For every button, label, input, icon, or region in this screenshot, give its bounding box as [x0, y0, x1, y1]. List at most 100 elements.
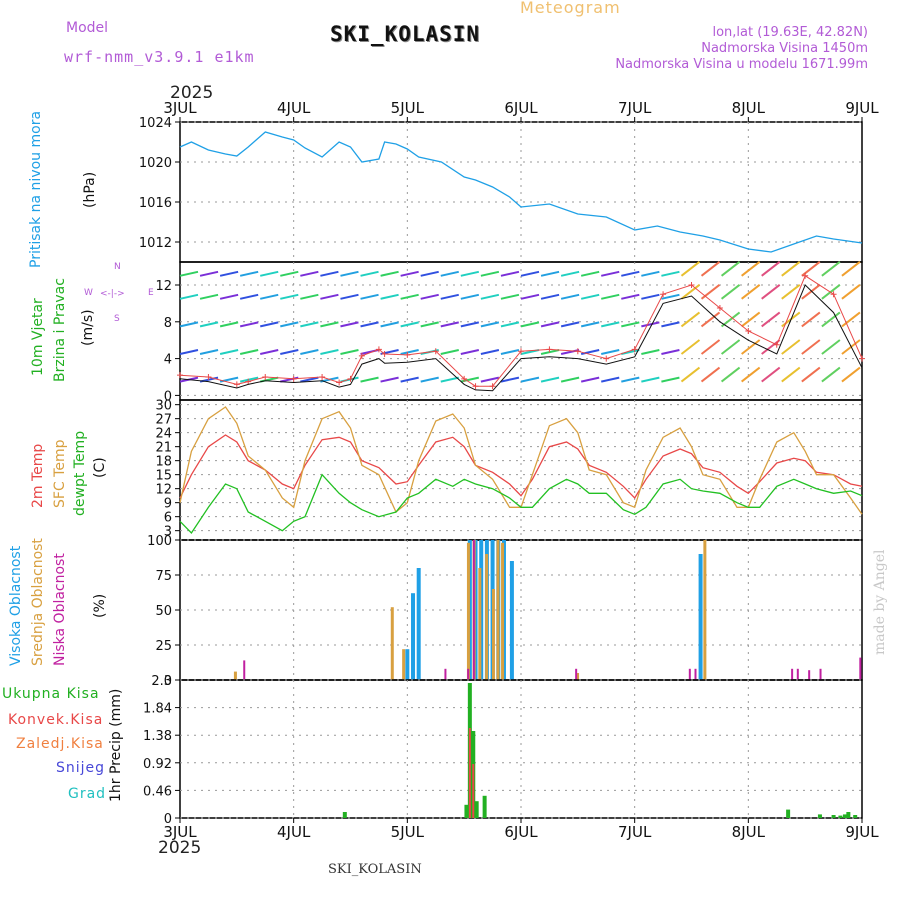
- footer-station: SKI_KOLASIN: [328, 862, 422, 877]
- wind-ytick-label: 0: [164, 389, 172, 404]
- precip-bar: [474, 801, 479, 818]
- temp-ytick-label: 24: [155, 427, 172, 442]
- wind-barb: [580, 321, 600, 328]
- wind-barb: [239, 321, 259, 328]
- wind-barb: [440, 293, 459, 300]
- wind-barb: [420, 293, 439, 300]
- wind-gust-marker: [489, 383, 496, 390]
- wind-barb: [641, 270, 660, 277]
- temp-2m-line: [179, 434, 863, 500]
- wind-gust-marker: [716, 305, 723, 311]
- wind-gust-marker: [603, 355, 610, 362]
- precip-bar: [464, 804, 469, 818]
- model-name: wrf-nmm_v3.9.1 e1km: [64, 48, 255, 66]
- precip-bar: [342, 812, 347, 818]
- precip-ytick-label: 1.84: [143, 702, 172, 717]
- wind-barb: [580, 349, 600, 355]
- wind-barb: [621, 321, 640, 328]
- cloud-bar: [243, 660, 246, 680]
- wind-gust-marker: [375, 346, 382, 353]
- cloud-ytick-label: 0: [164, 674, 172, 689]
- wind-barb: [700, 366, 721, 383]
- wind-barb: [260, 270, 279, 277]
- precip-legend-freezing: Zaledj.Kisa: [16, 736, 104, 752]
- wind-barb: [841, 311, 861, 328]
- wind-barb: [580, 376, 600, 383]
- wind-barb: [520, 376, 540, 383]
- wind-barb: [440, 376, 459, 383]
- day-label-top: 4JUL: [277, 99, 311, 117]
- wind-gust-marker: [745, 328, 752, 334]
- cloud-bar: [698, 554, 703, 680]
- wind-gust-marker: [245, 378, 252, 385]
- wind-barb: [500, 293, 520, 300]
- day-label-bottom: 7JUL: [618, 823, 652, 841]
- cloud-bar: [496, 540, 500, 680]
- wind-barb: [500, 270, 520, 277]
- wind-gust-marker: [319, 374, 326, 380]
- wind-barb: [500, 321, 520, 328]
- wind-barb: [500, 376, 520, 383]
- wind-barb: [260, 349, 279, 355]
- wind-barb: [360, 293, 379, 300]
- wind-barb: [280, 349, 299, 355]
- wind-barb: [280, 270, 299, 277]
- wind-gust-marker: [336, 379, 343, 386]
- wind-gust-marker: [205, 374, 212, 380]
- cloud-ytick-label: 75: [155, 569, 172, 584]
- precip-frame: [179, 679, 863, 819]
- wind-barb: [700, 339, 721, 355]
- wind-barb: [280, 293, 299, 300]
- precip-bar: [472, 764, 475, 818]
- altitude-text: Nadmorska Visina 1450m: [701, 41, 868, 56]
- cloud-bar: [575, 668, 578, 680]
- wind-barb: [661, 349, 680, 355]
- pressure-ytick-label: 1020: [139, 156, 172, 171]
- wind-barb: [720, 311, 741, 328]
- wind-barb: [741, 284, 761, 300]
- wind-barb: [520, 321, 540, 328]
- wind-barb: [239, 293, 259, 300]
- wind-barb: [280, 321, 299, 328]
- cloud-bar: [819, 668, 822, 680]
- precip-bar: [846, 812, 851, 818]
- wind-barb: [420, 270, 439, 277]
- temp-ytick-label: 12: [155, 483, 172, 498]
- wind-gust-marker: [830, 291, 837, 298]
- wind-barb: [500, 349, 520, 355]
- day-label-bottom: 6JUL: [504, 823, 538, 841]
- precip-bar: [786, 809, 791, 818]
- precip-ytick-label: 0: [164, 812, 172, 827]
- wind-barb: [420, 376, 439, 383]
- wind-barb: [520, 270, 540, 277]
- cloud-ytick-label: 100: [147, 534, 172, 549]
- wind-barb: [460, 349, 480, 355]
- precip-bar: [838, 815, 843, 818]
- wind-barb: [340, 270, 359, 277]
- cloud-bar: [411, 593, 416, 680]
- wind-gust-marker: [404, 351, 411, 358]
- wind-barb: [781, 366, 801, 383]
- wind-barb: [720, 366, 741, 383]
- cloud-bar: [472, 540, 475, 680]
- wind-barb: [199, 349, 219, 355]
- wind-barb: [741, 339, 761, 355]
- wind-barb: [700, 311, 721, 328]
- compass-north: N: [114, 262, 121, 272]
- temp-ytick-label: 15: [155, 469, 172, 484]
- wind-barb: [480, 321, 500, 328]
- precip-ytick-label: 0.92: [143, 757, 172, 772]
- precip-legend-conv: Konvek.Kisa: [8, 712, 104, 728]
- wind-barb: [761, 284, 781, 300]
- wind-barb: [219, 293, 239, 300]
- wind-barb: [300, 376, 319, 383]
- wind-barb: [621, 293, 640, 300]
- day-label-bottom: 4JUL: [277, 823, 311, 841]
- wind-gust-marker: [802, 272, 809, 279]
- cloud-bar: [416, 568, 421, 680]
- day-label-top: 3JUL: [163, 99, 197, 117]
- wind-barb: [801, 261, 821, 277]
- lonlat-text: lon,lat (19.63E, 42.82N): [712, 25, 868, 40]
- wind-barb: [741, 366, 761, 383]
